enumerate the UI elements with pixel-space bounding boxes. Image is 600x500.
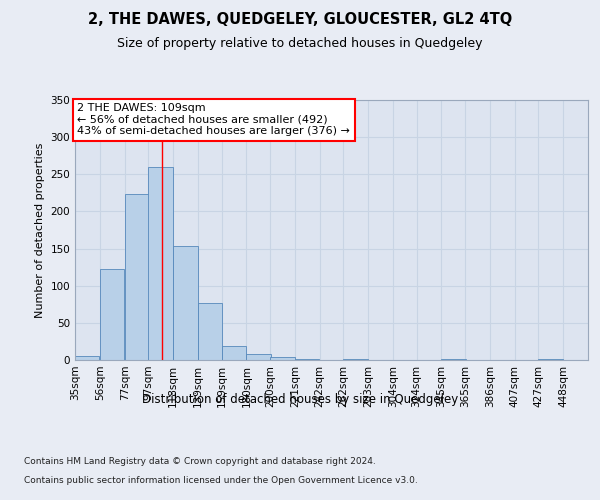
Bar xyxy=(270,357,295,360)
Bar xyxy=(538,358,563,360)
Bar xyxy=(221,346,246,360)
Bar xyxy=(198,303,223,360)
Text: Distribution of detached houses by size in Quedgeley: Distribution of detached houses by size … xyxy=(142,392,458,406)
Y-axis label: Number of detached properties: Number of detached properties xyxy=(35,142,45,318)
Bar xyxy=(148,167,173,360)
Text: Contains HM Land Registry data © Crown copyright and database right 2024.: Contains HM Land Registry data © Crown c… xyxy=(24,458,376,466)
Bar xyxy=(295,358,319,360)
Text: Size of property relative to detached houses in Quedgeley: Size of property relative to detached ho… xyxy=(117,38,483,51)
Text: Contains public sector information licensed under the Open Government Licence v3: Contains public sector information licen… xyxy=(24,476,418,485)
Text: 2 THE DAWES: 109sqm
← 56% of detached houses are smaller (492)
43% of semi-detac: 2 THE DAWES: 109sqm ← 56% of detached ho… xyxy=(77,103,350,136)
Bar xyxy=(125,194,149,360)
Text: 2, THE DAWES, QUEDGELEY, GLOUCESTER, GL2 4TQ: 2, THE DAWES, QUEDGELEY, GLOUCESTER, GL2… xyxy=(88,12,512,28)
Bar xyxy=(247,354,271,360)
Bar xyxy=(100,270,124,360)
Bar xyxy=(75,356,100,360)
Bar xyxy=(173,246,197,360)
